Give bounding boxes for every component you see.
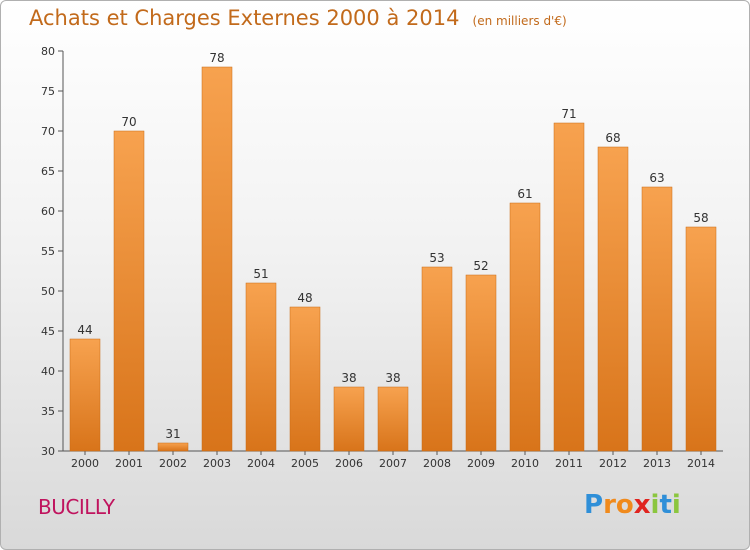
data-label: 48 (297, 291, 312, 305)
data-label: 38 (385, 371, 400, 385)
x-tick-label: 2009 (467, 457, 495, 470)
y-tick-label: 55 (41, 245, 55, 258)
bar (201, 66, 233, 452)
chart-value-labels: 44 70 31 78 51 48 38 38 53 52 61 71 68 63 58 (77, 51, 708, 441)
y-tick-label: 45 (41, 325, 55, 338)
data-label: 63 (649, 171, 664, 185)
bar (553, 122, 585, 452)
x-tick-label: 2014 (687, 457, 715, 470)
bar (69, 338, 101, 452)
data-label: 70 (121, 115, 136, 129)
data-label: 31 (165, 427, 180, 441)
logo-letter: o (615, 490, 634, 520)
logo-letter: r (603, 490, 616, 520)
data-label: 71 (561, 107, 576, 121)
bar (289, 306, 321, 452)
chart-unit-note: (en milliers d'€) (472, 14, 567, 28)
x-tick-label: 2005 (291, 457, 319, 470)
chart-title-block: Achats et Charges Externes 2000 à 2014 (… (29, 6, 567, 30)
data-label: 52 (473, 259, 488, 273)
proxiti-logo: Proxiti (584, 490, 681, 520)
y-tick-label: 40 (41, 365, 55, 378)
logo-letter: t (659, 490, 672, 520)
data-label: 38 (341, 371, 356, 385)
y-tick-label: 75 (41, 85, 55, 98)
x-tick-label: 2004 (247, 457, 275, 470)
bar (113, 130, 145, 452)
chart-bars (69, 66, 717, 452)
y-tick-label: 30 (41, 445, 55, 458)
x-tick-label: 2003 (203, 457, 231, 470)
data-label: 78 (209, 51, 224, 65)
y-tick-label: 70 (41, 125, 55, 138)
chart-axes: 30 35 40 45 50 55 60 65 70 75 80 2000 2001 2002 2003 20… (41, 45, 723, 470)
bar (509, 202, 541, 452)
x-tick-label: 2008 (423, 457, 451, 470)
data-label: 53 (429, 251, 444, 265)
logo-letter: i (650, 490, 660, 520)
bar (377, 386, 409, 452)
y-tick-label: 60 (41, 205, 55, 218)
x-tick-label: 2002 (159, 457, 187, 470)
bar (333, 386, 365, 452)
data-label: 44 (77, 323, 92, 337)
bar (421, 266, 453, 452)
data-label: 61 (517, 187, 532, 201)
x-tick-label: 2000 (71, 457, 99, 470)
bar (157, 442, 189, 452)
commune-name: BUCILLY (38, 495, 115, 519)
y-tick-label: 65 (41, 165, 55, 178)
x-tick-label: 2001 (115, 457, 143, 470)
y-tick-label: 35 (41, 405, 55, 418)
data-label: 68 (605, 131, 620, 145)
bar (685, 226, 717, 452)
data-label: 51 (253, 267, 268, 281)
data-label: 58 (693, 211, 708, 225)
y-tick-label: 80 (41, 45, 55, 58)
bar (641, 186, 673, 452)
x-tick-label: 2007 (379, 457, 407, 470)
x-tick-label: 2011 (555, 457, 583, 470)
logo-letter: P (584, 490, 604, 520)
x-tick-label: 2013 (643, 457, 671, 470)
logo-letter: i (671, 490, 681, 520)
y-tick-label: 50 (41, 285, 55, 298)
x-tick-label: 2012 (599, 457, 627, 470)
bar (597, 146, 629, 452)
bar (465, 274, 497, 452)
x-tick-label: 2010 (511, 457, 539, 470)
logo-letter: x (633, 490, 651, 520)
chart-title: Achats et Charges Externes 2000 à 2014 (29, 6, 460, 30)
x-tick-label: 2006 (335, 457, 363, 470)
bar (245, 282, 277, 452)
